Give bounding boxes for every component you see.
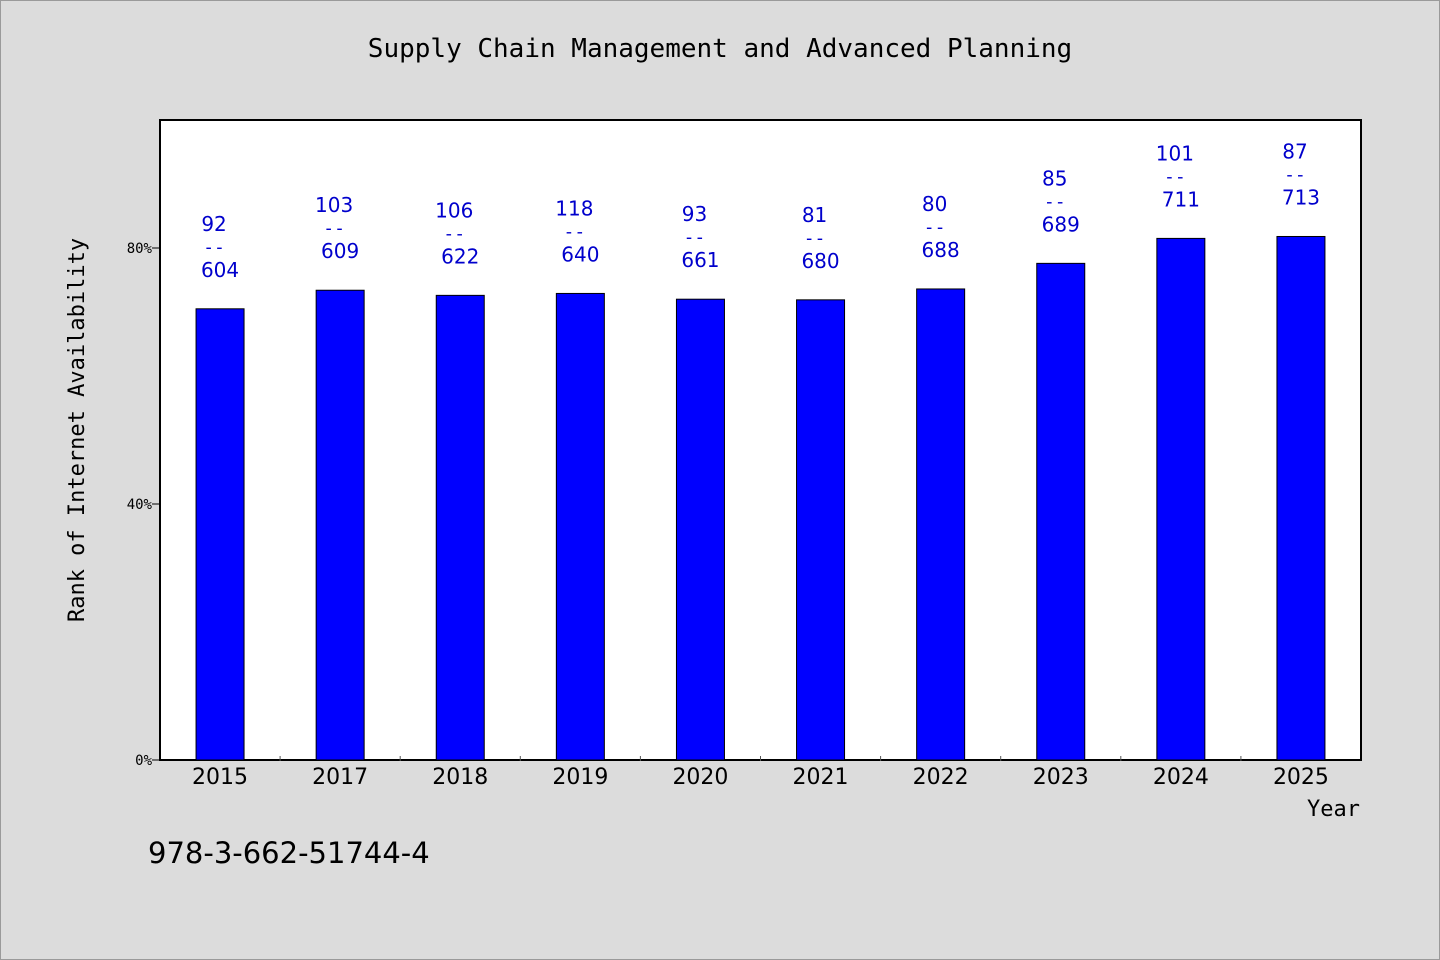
data-label-separator: --: [203, 237, 225, 258]
bar-2022: [916, 288, 966, 761]
data-label-bottom: 661: [681, 248, 719, 272]
data-label-top: 92: [201, 212, 226, 236]
bars: [195, 235, 1326, 761]
bar-2024: [1156, 237, 1206, 761]
bar-2019: [555, 292, 605, 761]
x-tick-label: 2019: [552, 765, 608, 790]
data-label-bottom: 604: [201, 258, 239, 282]
data-label-bottom: 711: [1162, 187, 1200, 211]
x-tick-label: 2021: [793, 765, 849, 790]
data-label-separator: --: [443, 223, 465, 244]
bar-2015: [195, 308, 245, 761]
data-label-top: 103: [315, 193, 353, 217]
x-tick-label: 2018: [432, 765, 488, 790]
data-labels: 92--604103--609106--622118--64093--66181…: [201, 139, 1320, 281]
bar-2017: [315, 289, 365, 761]
data-label-top: 87: [1282, 139, 1307, 163]
data-label-separator: --: [804, 228, 826, 249]
bar-2018: [435, 294, 485, 761]
x-tick-label: 2023: [1033, 765, 1089, 790]
x-axis: 2015 2017 2018 2019 2020 2021 2022 2023 2024 2025: [192, 756, 1329, 790]
y-axis: 0% 40% 80%: [127, 241, 160, 769]
data-label-bottom: 689: [1042, 212, 1080, 236]
y-axis-label: Rank of Internet Availability: [65, 238, 90, 622]
data-label-bottom: 688: [922, 238, 960, 262]
bar-2025: [1276, 235, 1326, 761]
isbn-text: 978-3-662-51744-4: [148, 836, 430, 870]
data-label-separator: --: [564, 221, 586, 242]
x-tick-label: 2024: [1153, 765, 1209, 790]
data-label-bottom: 640: [561, 242, 599, 266]
data-label-bottom: 609: [321, 239, 359, 263]
data-label-bottom: 622: [441, 244, 479, 268]
data-label-top: 81: [802, 203, 827, 227]
x-tick-label: 2022: [913, 765, 969, 790]
bar-2021: [796, 299, 846, 761]
x-tick-label: 2015: [192, 765, 248, 790]
data-label-top: 118: [555, 196, 593, 220]
data-label-separator: --: [1044, 191, 1066, 212]
bar-2020: [675, 298, 725, 761]
data-label-top: 80: [922, 192, 947, 216]
data-label-top: 93: [682, 202, 707, 226]
x-tick-label: 2017: [312, 765, 368, 790]
y-tick-label: 80%: [127, 241, 153, 257]
chart-title: Supply Chain Management and Advanced Pla…: [367, 34, 1073, 64]
data-label-bottom: 713: [1282, 185, 1320, 209]
y-tick-label: 40%: [127, 497, 153, 513]
data-label-separator: --: [1284, 164, 1306, 185]
y-tick-label: 0%: [135, 753, 152, 769]
bar-2023: [1036, 262, 1086, 761]
x-tick-label: 2020: [672, 765, 728, 790]
data-label-separator: --: [924, 217, 946, 238]
data-label-top: 101: [1156, 141, 1194, 165]
x-tick-label: 2025: [1273, 765, 1329, 790]
x-axis-label: Year: [1307, 797, 1360, 822]
data-label-top: 106: [435, 198, 473, 222]
data-label-separator: --: [684, 227, 706, 248]
data-label-separator: --: [1164, 166, 1186, 187]
data-label-top: 85: [1042, 166, 1067, 190]
data-label-separator: --: [323, 218, 345, 239]
data-label-bottom: 680: [801, 249, 839, 273]
